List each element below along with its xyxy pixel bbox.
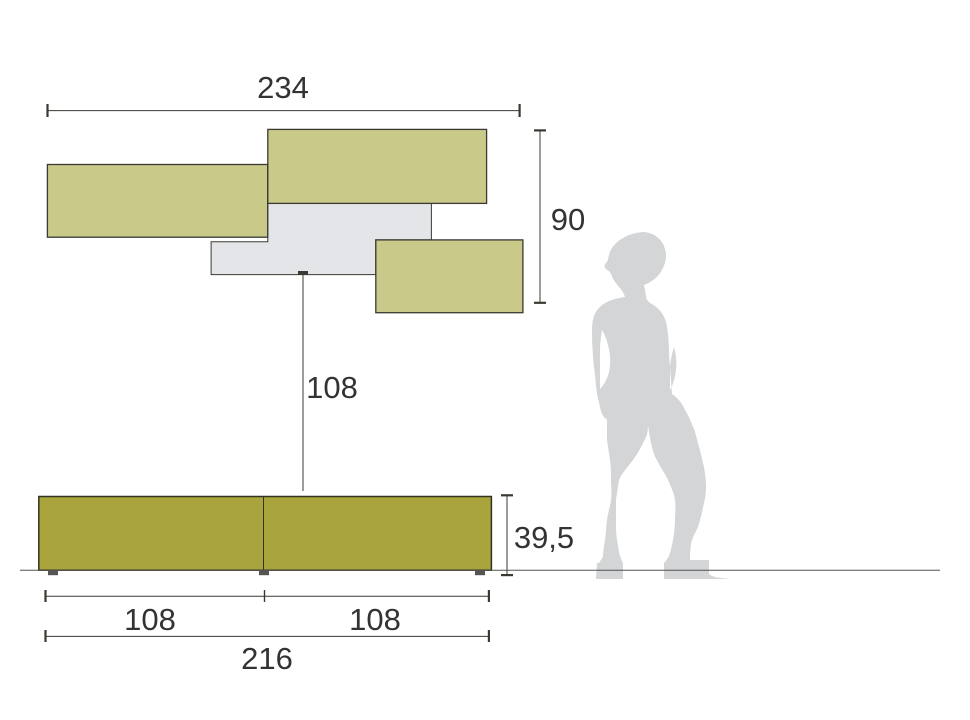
svg-text:108: 108: [349, 602, 401, 637]
svg-text:90: 90: [551, 202, 585, 237]
svg-text:234: 234: [257, 70, 309, 105]
svg-text:108: 108: [306, 370, 358, 405]
svg-text:216: 216: [241, 641, 293, 676]
svg-text:39,5: 39,5: [514, 520, 574, 555]
svg-text:108: 108: [124, 602, 176, 637]
